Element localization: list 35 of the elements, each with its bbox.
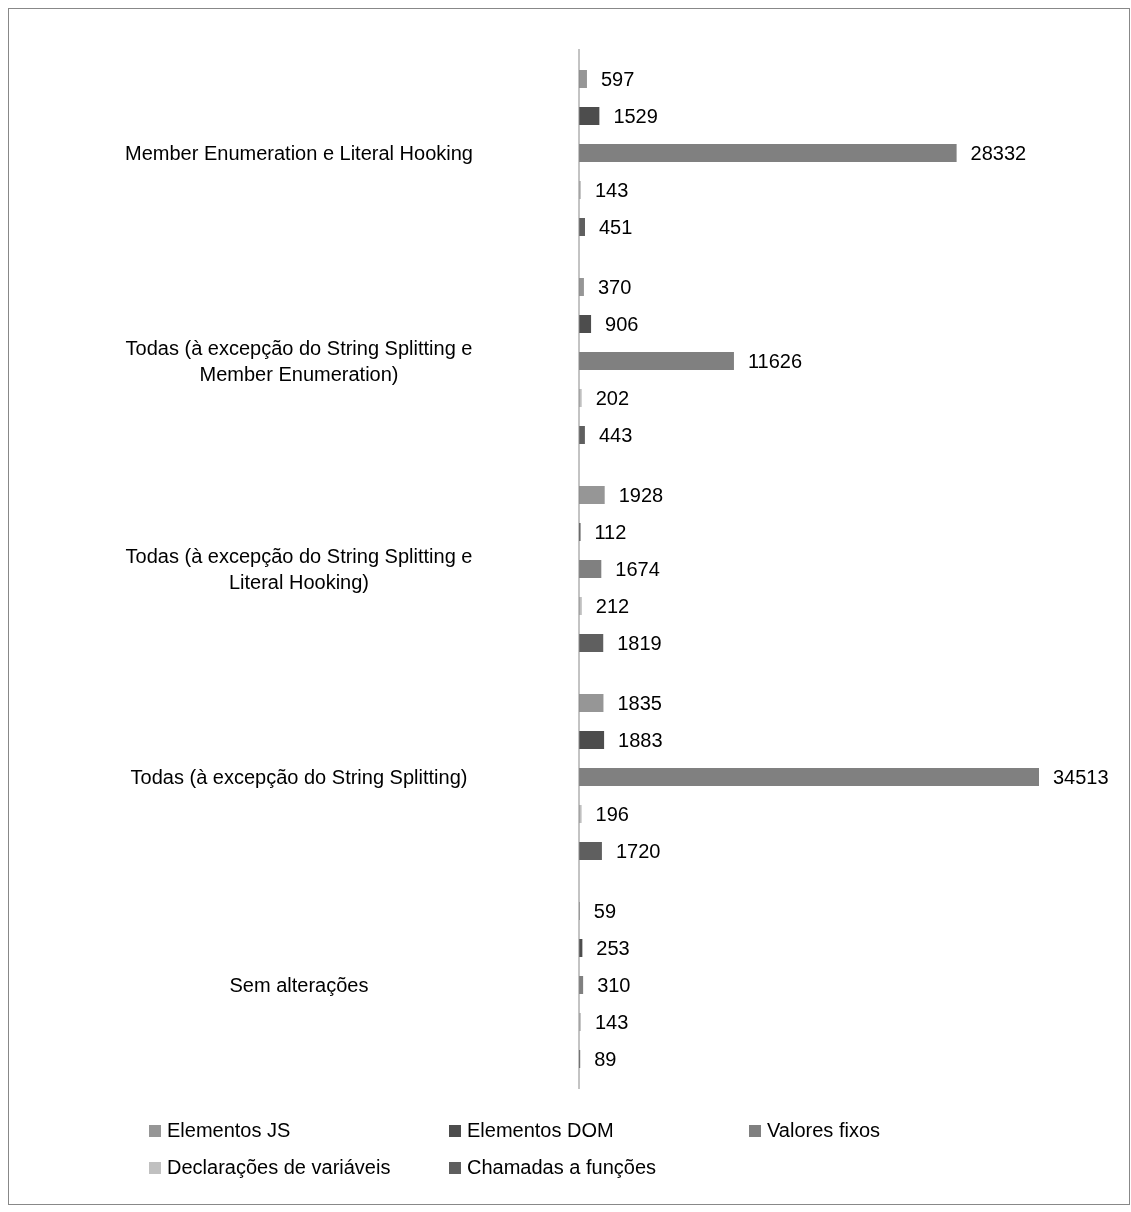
- data-label: 143: [594, 179, 629, 202]
- legend-label: Chamadas a funções: [466, 1156, 657, 1179]
- data-label: 1720: [615, 840, 661, 863]
- data-label: 370: [597, 276, 632, 299]
- y-tick-label: Todas (à excepção do String Splitting): [130, 766, 468, 788]
- legend-label: Valores fixos: [766, 1119, 881, 1142]
- data-label: 143: [594, 1011, 629, 1034]
- data-label: 451: [599, 216, 633, 239]
- data-label: 1529: [613, 105, 658, 128]
- legend-label: Elementos DOM: [466, 1119, 615, 1142]
- data-label: 597: [600, 68, 635, 91]
- data-label: 202: [595, 387, 630, 410]
- y-tick-label: Todas (à excepção do String Splitting e Member Enumeration): [125, 337, 473, 385]
- data-label: 253: [596, 937, 630, 960]
- data-label: 34513: [1053, 766, 1109, 789]
- y-tick-label: Member Enumeration e Literal Hooking: [125, 142, 473, 164]
- legend-label: Elementos JS: [166, 1119, 292, 1142]
- legend-label: Declarações de variáveis: [166, 1156, 392, 1179]
- data-label: 89: [594, 1048, 617, 1071]
- data-label: 310: [597, 974, 631, 997]
- y-tick-label: Todas (à excepção do String Splitting e Literal Hooking): [125, 545, 473, 593]
- data-label: 906: [605, 313, 639, 336]
- data-label: 11626: [747, 350, 803, 373]
- data-label: 196: [595, 803, 629, 826]
- data-label: 112: [594, 521, 627, 544]
- data-label: 443: [598, 424, 633, 447]
- data-label: 1674: [615, 558, 660, 581]
- y-tick-label: Sem alterações: [229, 974, 369, 996]
- data-label: 59: [593, 900, 617, 923]
- data-label: 1819: [617, 632, 662, 655]
- data-label: 1883: [618, 729, 663, 752]
- data-label: 212: [595, 595, 630, 618]
- data-label: 1835: [617, 692, 662, 715]
- data-label: 28332: [970, 142, 1027, 165]
- data-label: 1928: [618, 484, 664, 507]
